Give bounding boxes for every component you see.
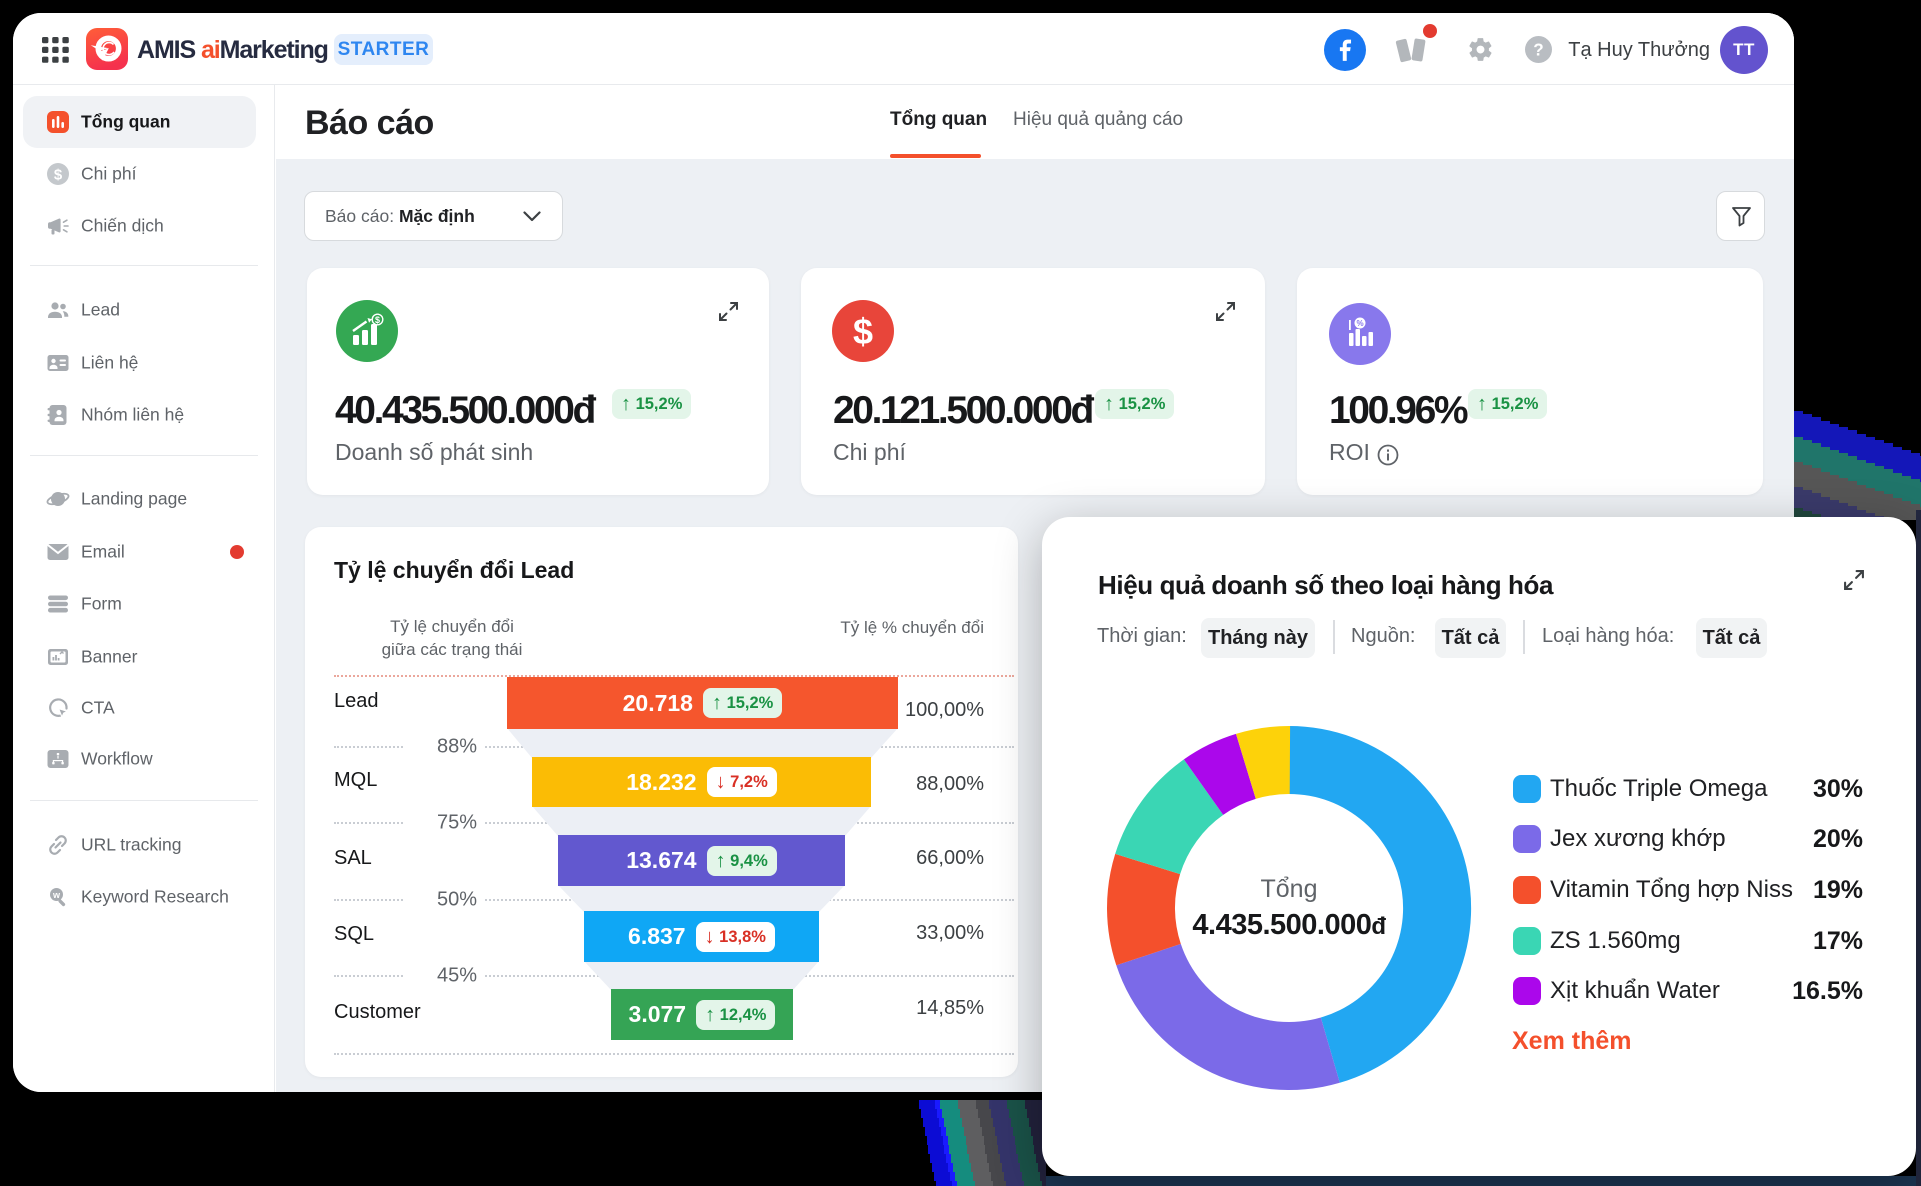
svg-text:$: $ xyxy=(375,315,380,325)
svg-text:?: ? xyxy=(1533,40,1543,59)
svg-text:w: w xyxy=(52,890,61,900)
svg-text:$: $ xyxy=(54,167,63,184)
svg-text:%: % xyxy=(1356,319,1363,328)
svg-text:$: $ xyxy=(853,311,873,352)
